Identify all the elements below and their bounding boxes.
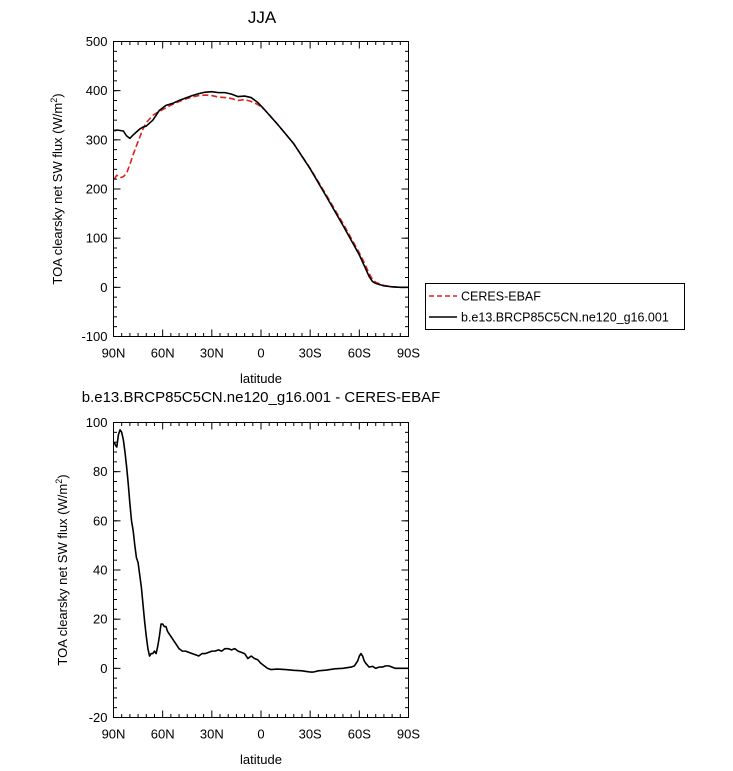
y-tick-label: 200	[86, 182, 108, 197]
top-axis-ticks: 90N 60N 30N 0 30S 60S 90S -100 0 100 200 300 400 500	[81, 34, 420, 361]
x-tick-label: 30N	[200, 727, 224, 742]
x-tick-label: 60S	[348, 727, 371, 742]
x-tick-label: 0	[257, 346, 264, 361]
top-panel: JJA 90N 60N 30N 0 30S 60S 90S -100 0 100 200 300 400…	[49, 8, 420, 386]
top-y-axis-label: TOA clearsky net SW flux (W/m2)	[49, 93, 65, 284]
x-tick-label: 30S	[299, 727, 322, 742]
x-tick-label: 0	[257, 727, 264, 742]
bottom-panel: b.e13.BRCP85C5CN.ne120_g16.001 - CERES-E…	[54, 389, 440, 767]
bottom-chart-title: b.e13.BRCP85C5CN.ne120_g16.001 - CERES-E…	[82, 389, 441, 406]
bottom-y-axis-label: TOA clearsky net SW flux (W/m2)	[54, 474, 70, 665]
x-tick-label: 90S	[397, 727, 420, 742]
y-tick-label: 0	[100, 280, 107, 295]
y-tick-label: 100	[86, 231, 108, 246]
y-tick-label: 80	[93, 464, 107, 479]
y-tick-label: 100	[86, 415, 108, 430]
top-series-line-0	[113, 94, 409, 289]
x-tick-label: 90S	[397, 346, 420, 361]
legend: CERES-EBAF b.e13.BRCP85C5CN.ne120_g16.00…	[425, 283, 685, 330]
legend-label-model: b.e13.BRCP85C5CN.ne120_g16.001	[461, 311, 669, 325]
bottom-x-axis-label: latitude	[240, 752, 282, 767]
x-tick-label: 30N	[200, 346, 224, 361]
legend-box	[425, 283, 685, 330]
y-tick-label: -100	[81, 329, 107, 344]
top-chart-title: JJA	[248, 8, 277, 27]
top-x-axis-label: latitude	[240, 371, 282, 386]
y-tick-label: 400	[86, 83, 108, 98]
x-tick-label: 90N	[102, 727, 126, 742]
y-tick-label: -20	[89, 710, 108, 725]
x-tick-label: 30S	[299, 346, 322, 361]
x-tick-label: 90N	[102, 346, 126, 361]
bottom-plot-frame	[113, 422, 409, 718]
y-tick-label: 0	[100, 661, 107, 676]
y-tick-label: 60	[93, 513, 107, 528]
y-tick-label: 40	[93, 563, 107, 578]
top-series-line-1	[114, 90, 409, 289]
y-tick-label: 20	[93, 612, 107, 627]
x-tick-label: 60N	[151, 346, 175, 361]
bottom-axis-ticks: 90N 60N 30N 0 30S 60S 90S -20 0 20 40 60 80 100	[86, 415, 421, 742]
bottom-series-group	[113, 429, 409, 673]
top-series-group	[113, 90, 409, 289]
top-plot-frame	[113, 41, 409, 337]
x-tick-label: 60N	[151, 727, 175, 742]
y-tick-label: 300	[86, 132, 108, 147]
bottom-series-line-0	[113, 429, 409, 673]
legend-label-ceres: CERES-EBAF	[461, 290, 541, 304]
y-tick-label: 500	[86, 34, 108, 49]
x-tick-label: 60S	[348, 346, 371, 361]
